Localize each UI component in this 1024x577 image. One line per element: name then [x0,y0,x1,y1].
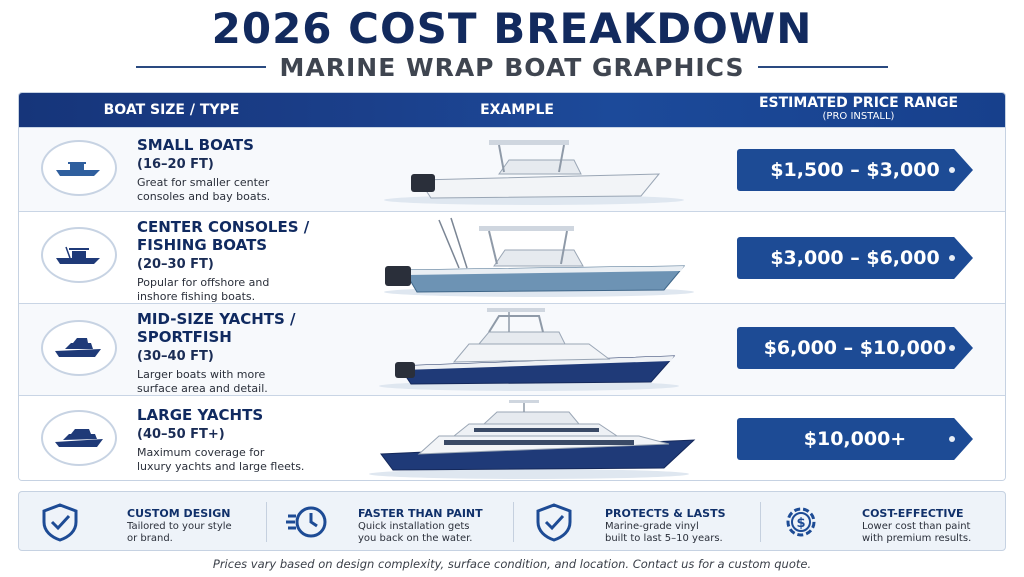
boat-size-range: (16–20 FT) [137,157,214,172]
divider [266,502,267,542]
boat-type-name: SMALL BOATS [137,136,254,154]
description-line: built to last 5–10 years. [605,533,723,544]
large-yacht-icon [41,410,117,466]
boat-type-name: FISHING BOATS [137,236,268,254]
description-line: with premium results. [862,533,972,544]
yacht-icon [41,320,117,376]
feature-item: CUSTOM DESIGN Tailored to your style or … [19,492,266,552]
shield-check-icon [42,503,78,542]
table-header: BOAT SIZE / TYPE EXAMPLE ESTIMATED PRICE… [19,93,1005,127]
feature-description: Marine-grade vinyl built to last 5–10 ye… [605,521,743,545]
divider [513,502,514,542]
price-value: $1,500 – $3,000 [770,159,940,181]
description-line: Larger boats with more [137,368,266,381]
description-line: Quick installation gets [358,521,470,532]
feature-description: Quick installation gets you back on the … [358,521,496,545]
price-value: $10,000+ [803,428,907,450]
column-header-price-label: ESTIMATED PRICE RANGE [758,95,959,111]
description-line: Popular for offshore and [137,276,270,289]
boat-image [384,217,694,297]
description-line: Great for smaller center [137,176,270,189]
price-value: $6,000 – $10,000 [763,337,947,359]
table-row: MID-SIZE YACHTS / SPORTFISH (30–40 FT) L… [19,303,1005,396]
features-bar: CUSTOM DESIGN Tailored to your style or … [18,491,1006,551]
feature-description: Lower cost than paint with premium resul… [862,521,1000,545]
row-text: SMALL BOATS (16–20 FT) Great for smaller… [137,136,337,204]
page-title: 2026 COST BREAKDOWN [211,4,813,53]
description-line: Maximum coverage for [137,446,265,459]
boat-type-name: CENTER CONSOLES / [137,218,310,236]
boat-type-name: MID-SIZE YACHTS / [137,310,296,328]
page-subtitle: MARINE WRAP BOAT GRAPHICS [279,52,745,82]
boat-image [369,400,696,479]
boat-type-description: Maximum coverage for luxury yachts and l… [137,446,337,474]
shield-check-icon [536,503,572,542]
feature-title: PROTECTS & LASTS [605,507,726,520]
boat-type-name: SPORTFISH [137,328,232,346]
feature-title: FASTER THAN PAINT [358,507,483,520]
fast-clock-icon [286,506,327,538]
boat-size-range: (20–30 FT) [137,257,214,272]
price-tag: $6,000 – $10,000 [737,327,973,369]
feature-description: Tailored to your style or brand. [127,521,265,545]
subtitle-row: MARINE WRAP BOAT GRAPHICS [0,52,1024,82]
footnote: Prices vary based on design complexity, … [212,557,812,571]
tag-hole [949,345,955,351]
column-header-example: EXAMPLE [480,102,554,118]
column-header-type: BOAT SIZE / TYPE [103,102,240,118]
price-tag: $10,000+ [737,418,973,460]
row-text: MID-SIZE YACHTS / SPORTFISH (30–40 FT) L… [137,310,337,396]
row-text: CENTER CONSOLES / FISHING BOATS (20–30 F… [137,218,337,304]
price-tag: $1,500 – $3,000 [737,149,973,191]
divider [758,66,889,68]
description-line: Lower cost than paint [862,521,971,532]
feature-item: $ COST-EFFECTIVE Lower cost than paint w… [760,492,1007,552]
boat-image [384,140,684,205]
column-header-price-note: (PRO INSTALL) [822,111,895,122]
dollar-gear-icon: $ [786,507,816,537]
price-table: BOAT SIZE / TYPE EXAMPLE ESTIMATED PRICE… [18,92,1006,481]
description-line: consoles and bay boats. [137,190,271,203]
description-line: inshore fishing boats. [137,290,256,303]
divider [760,502,761,542]
feature-item: PROTECTS & LASTS Marine-grade vinyl buil… [513,492,760,552]
boat-type-description: Great for smaller center consoles and ba… [137,176,337,204]
description-line: you back on the water. [358,533,473,544]
description-line: Marine-grade vinyl [605,521,699,532]
description-line: surface area and detail. [137,382,268,395]
table-row: CENTER CONSOLES / FISHING BOATS (20–30 F… [19,211,1005,304]
feature-item: FASTER THAN PAINT Quick installation get… [266,492,513,552]
price-tag: $3,000 – $6,000 [737,237,973,279]
description-line: Tailored to your style [127,521,232,532]
row-text: LARGE YACHTS (40–50 FT+) Maximum coverag… [137,406,337,474]
table-row: LARGE YACHTS (40–50 FT+) Maximum coverag… [19,395,1005,480]
boat-type-description: Popular for offshore and inshore fishing… [137,276,337,304]
boat-size-range: (30–40 FT) [137,349,214,364]
description-line: or brand. [127,533,173,544]
boat-type-name: LARGE YACHTS [137,406,264,424]
table-row: SMALL BOATS (16–20 FT) Great for smaller… [19,127,1005,211]
column-header-price: ESTIMATED PRICE RANGE (PRO INSTALL) [710,93,1005,127]
tag-hole [949,436,955,442]
tag-hole [949,255,955,261]
price-value: $3,000 – $6,000 [770,247,940,269]
feature-title: COST-EFFECTIVE [862,507,964,520]
svg-text:$: $ [796,516,805,531]
description-line: luxury yachts and large fleets. [137,460,305,473]
small-boat-icon [41,140,117,196]
divider [135,66,266,68]
feature-title: CUSTOM DESIGN [127,507,231,520]
tag-hole [949,167,955,173]
boat-image [379,308,679,391]
boat-type-description: Larger boats with more surface area and … [137,368,337,396]
boat-size-range: (40–50 FT+) [137,427,225,442]
fishing-boat-icon [41,227,117,283]
